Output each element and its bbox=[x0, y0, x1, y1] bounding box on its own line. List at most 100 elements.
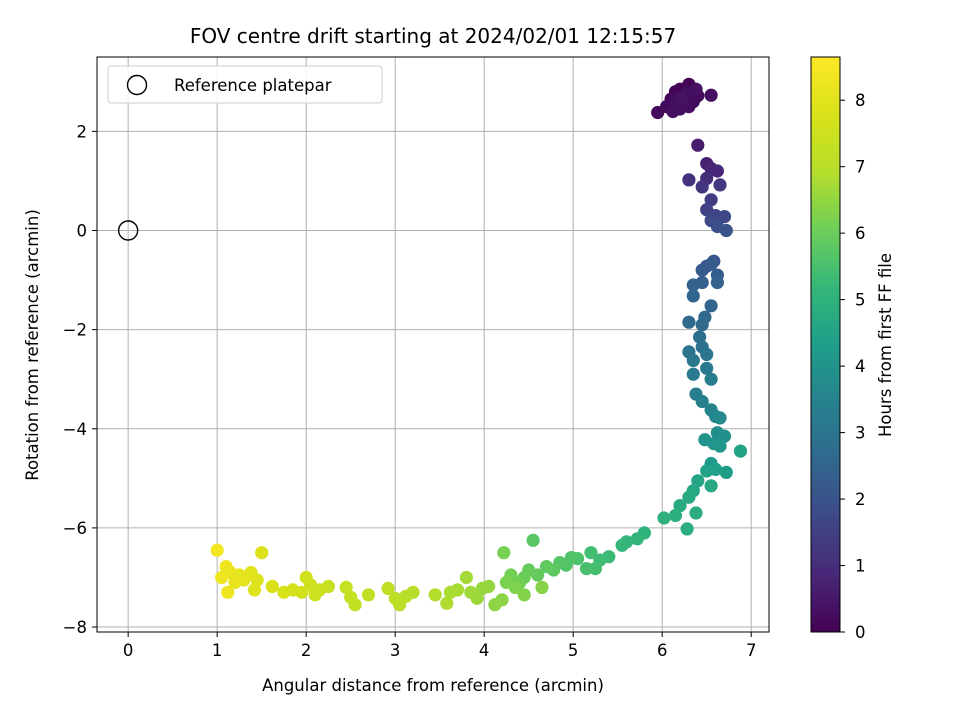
data-point bbox=[535, 580, 549, 595]
data-point bbox=[695, 318, 709, 332]
data-point bbox=[680, 522, 694, 536]
data-point bbox=[666, 104, 680, 119]
data-point bbox=[710, 275, 725, 290]
data-point bbox=[686, 353, 700, 367]
data-point bbox=[691, 138, 705, 152]
data-point bbox=[630, 532, 644, 546]
data-point bbox=[686, 278, 700, 292]
data-point bbox=[704, 193, 718, 207]
data-point bbox=[255, 546, 269, 560]
data-point bbox=[700, 347, 714, 361]
data-point bbox=[673, 499, 687, 513]
colorbar-tick-label: 3 bbox=[855, 424, 866, 443]
data-point bbox=[443, 585, 457, 599]
y-tick-label: −8 bbox=[63, 618, 87, 637]
data-point bbox=[488, 598, 502, 612]
data-point bbox=[695, 394, 709, 409]
data-point bbox=[381, 581, 395, 596]
data-point bbox=[700, 361, 714, 375]
data-point bbox=[508, 580, 522, 595]
colorbar-tick-label: 8 bbox=[855, 91, 866, 110]
data-point bbox=[428, 588, 442, 602]
data-point bbox=[247, 583, 262, 597]
data-point bbox=[497, 546, 511, 560]
colorbar-gradient bbox=[810, 56, 841, 633]
data-point bbox=[584, 546, 598, 560]
plot-frame bbox=[96, 56, 770, 633]
colorbar-tick-label: 1 bbox=[855, 557, 866, 576]
data-point bbox=[388, 591, 402, 605]
x-axis-ticks: 0 1 2 3 4 5 6 7 bbox=[123, 632, 757, 660]
y-tick-label: 2 bbox=[77, 122, 88, 141]
data-point bbox=[579, 562, 594, 576]
colorbar-tick-label: 6 bbox=[855, 224, 866, 243]
data-point bbox=[228, 575, 242, 590]
data-point bbox=[675, 91, 689, 105]
data-point bbox=[459, 570, 473, 585]
data-point bbox=[344, 590, 358, 604]
y-axis-ticks: −8 −6 −4 −2 0 2 bbox=[63, 122, 97, 637]
data-point bbox=[440, 596, 454, 610]
data-point bbox=[682, 315, 696, 329]
data-point bbox=[695, 180, 709, 194]
data-point bbox=[526, 533, 540, 547]
data-point bbox=[693, 330, 707, 344]
data-point bbox=[691, 474, 705, 488]
data-point bbox=[682, 173, 696, 187]
data-point bbox=[704, 372, 718, 386]
data-point bbox=[539, 560, 554, 574]
chart-title: FOV centre drift starting at 2024/02/01 … bbox=[190, 24, 676, 48]
data-point bbox=[221, 585, 235, 599]
data-point bbox=[651, 105, 665, 120]
data-point bbox=[517, 588, 531, 602]
data-point bbox=[717, 429, 732, 443]
x-tick-label: 3 bbox=[390, 641, 401, 660]
colorbar: 0 1 2 3 4 5 6 7 8 Hours from first FF file bbox=[810, 56, 895, 642]
data-point bbox=[689, 506, 703, 520]
data-point bbox=[464, 585, 478, 599]
colorbar-ticks: 0 1 2 3 4 5 6 7 8 bbox=[840, 91, 866, 642]
data-point bbox=[704, 299, 718, 313]
data-point bbox=[265, 579, 279, 594]
x-tick-label: 1 bbox=[212, 641, 223, 660]
data-point bbox=[700, 464, 714, 478]
data-point bbox=[719, 223, 733, 238]
data-point bbox=[704, 479, 718, 493]
data-point bbox=[308, 588, 322, 602]
legend-entry: Reference platepar bbox=[174, 76, 332, 95]
y-tick-label: −6 bbox=[63, 519, 87, 538]
data-point bbox=[682, 490, 696, 504]
x-tick-label: 7 bbox=[746, 641, 757, 660]
data-point bbox=[615, 538, 629, 552]
x-tick-label: 0 bbox=[123, 641, 134, 660]
data-point bbox=[299, 570, 313, 585]
colorbar-tick-label: 0 bbox=[855, 623, 866, 642]
data-point bbox=[219, 560, 233, 574]
y-tick-label: −2 bbox=[63, 321, 87, 340]
x-axis-label: Angular distance from reference (arcmin) bbox=[262, 676, 604, 695]
data-point bbox=[704, 257, 718, 271]
data-point bbox=[713, 178, 727, 192]
data-point bbox=[733, 444, 748, 458]
data-point bbox=[710, 164, 725, 178]
data-point bbox=[689, 82, 703, 96]
data-point bbox=[668, 508, 683, 523]
colorbar-tick-label: 2 bbox=[855, 490, 866, 509]
data-point bbox=[717, 210, 732, 224]
data-point bbox=[657, 511, 671, 525]
data-point bbox=[475, 581, 489, 596]
x-tick-label: 4 bbox=[479, 641, 490, 660]
legend-box bbox=[107, 65, 383, 104]
scatter-points bbox=[210, 77, 748, 612]
data-point bbox=[719, 465, 733, 479]
x-tick-label: 2 bbox=[301, 641, 312, 660]
data-point bbox=[704, 88, 718, 102]
data-point bbox=[339, 580, 353, 595]
legend: Reference platepar bbox=[107, 65, 383, 104]
data-point bbox=[686, 367, 700, 381]
colorbar-label: Hours from first FF file bbox=[876, 253, 895, 437]
y-tick-label: 0 bbox=[77, 221, 88, 240]
data-point bbox=[210, 543, 224, 557]
legend-marker bbox=[126, 74, 148, 96]
